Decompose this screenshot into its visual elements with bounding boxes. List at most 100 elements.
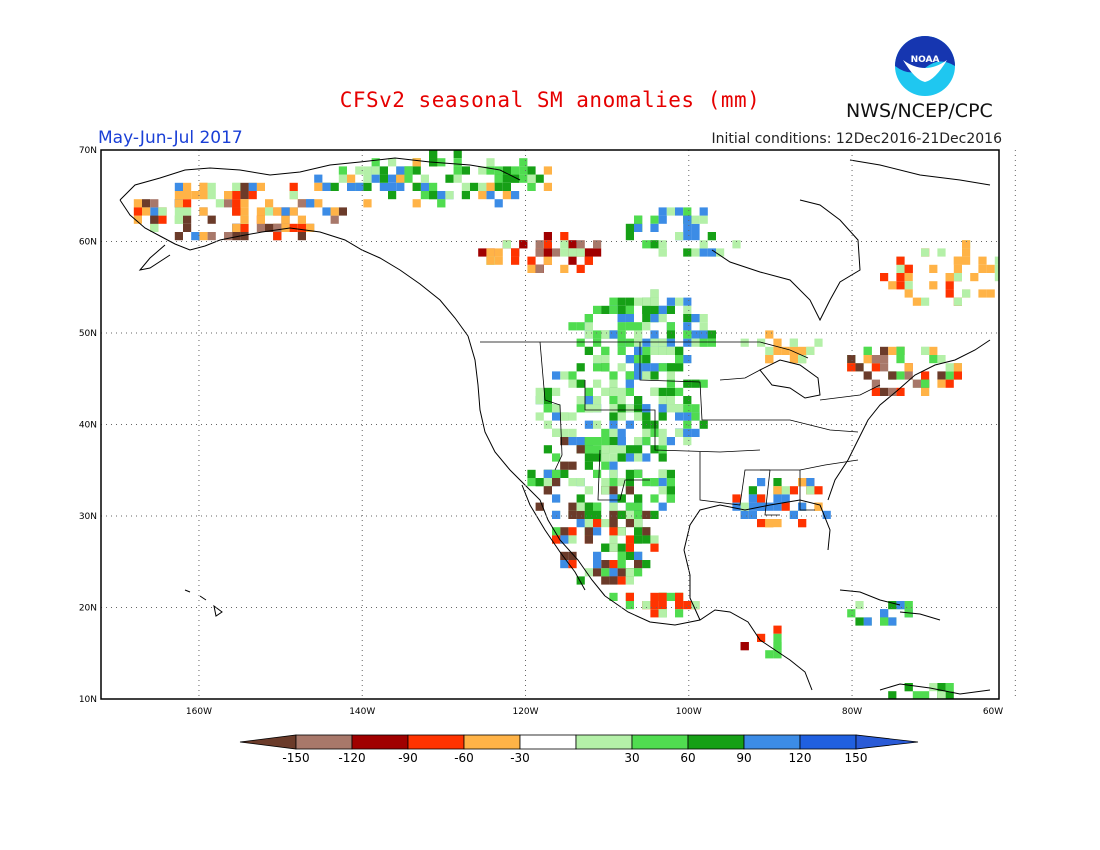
anomaly-cell (658, 453, 667, 462)
anomaly-cell (560, 412, 569, 421)
anomaly-cell (543, 182, 552, 191)
anomaly-cell (773, 338, 782, 347)
anomaly-cell (568, 412, 577, 421)
anomaly-cell (666, 437, 675, 446)
anomaly-cell (576, 240, 585, 249)
anomaly-cell (207, 182, 216, 191)
anomaly-cell (183, 207, 192, 216)
anomaly-cell (174, 182, 183, 191)
anomaly-cell (953, 371, 962, 380)
anomaly-cell (625, 576, 634, 585)
colorbar-swatch (519, 734, 577, 750)
anomaly-cell (150, 215, 159, 224)
anomaly-cell (765, 650, 774, 659)
anomaly-cell (634, 396, 643, 405)
anomaly-cell (593, 568, 602, 577)
anomaly-cell (240, 223, 249, 232)
anomaly-cell (625, 502, 634, 511)
anomaly-cell (568, 560, 577, 569)
anomaly-cell (183, 182, 192, 191)
anomaly-cell (232, 191, 241, 200)
anomaly-cell (617, 297, 626, 306)
anomaly-cell (560, 461, 569, 470)
anomaly-cell (584, 420, 593, 429)
anomaly-cell (691, 428, 700, 437)
anomaly-cell (871, 387, 880, 396)
lat-label: 30N (79, 512, 97, 522)
anomaly-cell (617, 527, 626, 536)
anomaly-cell (748, 486, 757, 495)
anomaly-cell (757, 494, 766, 503)
anomaly-cell (576, 404, 585, 413)
anomaly-cell (601, 519, 610, 528)
anomaly-cell (921, 297, 930, 306)
anomaly-cell (535, 387, 544, 396)
anomaly-cell (625, 445, 634, 454)
anomaly-cell (625, 379, 634, 388)
anomaly-cell (904, 371, 913, 380)
anomaly-cell (224, 191, 233, 200)
anomaly-cell (699, 330, 708, 339)
anomaly-cell (634, 510, 643, 519)
anomaly-cell (543, 469, 552, 478)
anomaly-cell (511, 191, 520, 200)
anomaly-cell (789, 510, 798, 519)
anomaly-cell (527, 264, 536, 273)
anomaly-cell (527, 469, 536, 478)
anomaly-cell (625, 601, 634, 610)
anomaly-cell (379, 182, 388, 191)
anomaly-cell (593, 355, 602, 364)
anomaly-cell (584, 330, 593, 339)
anomaly-cell (666, 330, 675, 339)
anomaly-cell (666, 469, 675, 478)
anomaly-cell (634, 215, 643, 224)
anomaly-cell (863, 346, 872, 355)
lon-label: 80W (842, 707, 862, 717)
anomaly-cell (707, 330, 716, 339)
anomaly-cell (683, 355, 692, 364)
anomaly-cell (683, 330, 692, 339)
anomaly-cell (314, 199, 323, 208)
anomaly-cell (953, 273, 962, 282)
colorbar-label: 30 (624, 751, 639, 765)
anomaly-cell (699, 379, 708, 388)
anomaly-cell (396, 182, 405, 191)
anomaly-cell (601, 437, 610, 446)
anomaly-cell (642, 478, 651, 487)
anomaly-cell (929, 281, 938, 290)
anomaly-cell (937, 371, 946, 380)
anomaly-cell (789, 346, 798, 355)
anomaly-cell (404, 166, 413, 175)
anomaly-cell (683, 338, 692, 347)
anomaly-cell (338, 174, 347, 183)
anomaly-cell (576, 519, 585, 528)
anomaly-cell (683, 305, 692, 314)
anomaly-cell (634, 568, 643, 577)
anomaly-cell (880, 363, 889, 372)
anomaly-cell (265, 199, 274, 208)
anomaly-cell (576, 264, 585, 273)
anomaly-cell (617, 453, 626, 462)
anomaly-cell (814, 338, 823, 347)
anomaly-cell (609, 330, 618, 339)
anomaly-cell (666, 363, 675, 372)
anomaly-cell (453, 158, 462, 167)
anomaly-cell (568, 240, 577, 249)
anomaly-cell (642, 371, 651, 380)
anomaly-cell (675, 428, 684, 437)
colorbar-swatch (687, 734, 745, 750)
anomaly-cell (658, 437, 667, 446)
anomaly-cell (593, 305, 602, 314)
anomaly-cell (543, 248, 552, 257)
anomaly-cell (888, 617, 897, 626)
anomaly-cell (519, 166, 528, 175)
anomaly-cell (625, 232, 634, 241)
anomaly-cell (994, 256, 999, 265)
anomaly-cell (642, 314, 651, 323)
anomaly-cell (880, 387, 889, 396)
anomaly-cell (707, 338, 716, 347)
anomaly-cell (683, 248, 692, 257)
anomaly-cell (601, 305, 610, 314)
anomaly-cell (535, 248, 544, 257)
anomaly-cell (593, 330, 602, 339)
